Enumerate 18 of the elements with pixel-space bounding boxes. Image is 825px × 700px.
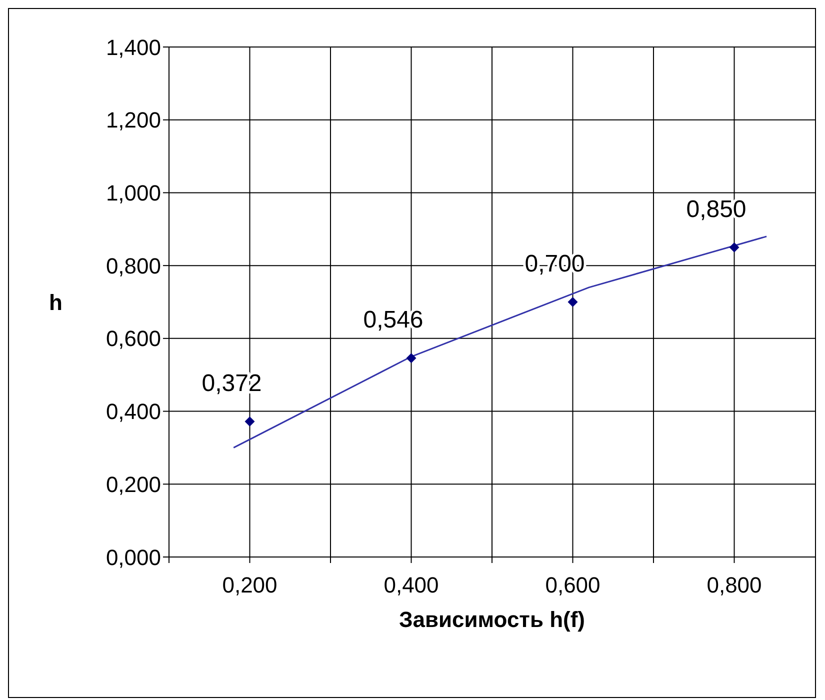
- x-axis-title: Зависимость h(f): [398, 607, 586, 632]
- x-tick-label: 0,600: [545, 572, 600, 598]
- x-tick-label: 0,400: [384, 572, 439, 598]
- point: [406, 353, 416, 364]
- y-tick-label: 0,200: [106, 472, 161, 497]
- x-tick-label: 0,800: [706, 572, 762, 598]
- y-tick-label: 1,000: [106, 180, 161, 206]
- y-tick-label: 0,400: [106, 399, 161, 424]
- point: [568, 297, 578, 307]
- y-axis-title: h: [49, 290, 62, 315]
- y-tick-label: 1,400: [106, 34, 161, 60]
- point: [244, 416, 255, 426]
- y-tick-label: 1,200: [106, 108, 161, 133]
- y-tick-label: 0,000: [106, 544, 161, 570]
- point: [729, 242, 740, 252]
- y-tick-label: 0,800: [106, 253, 161, 278]
- y-tick-label: 0,600: [106, 326, 161, 352]
- x-tick-label: 0,200: [222, 572, 278, 598]
